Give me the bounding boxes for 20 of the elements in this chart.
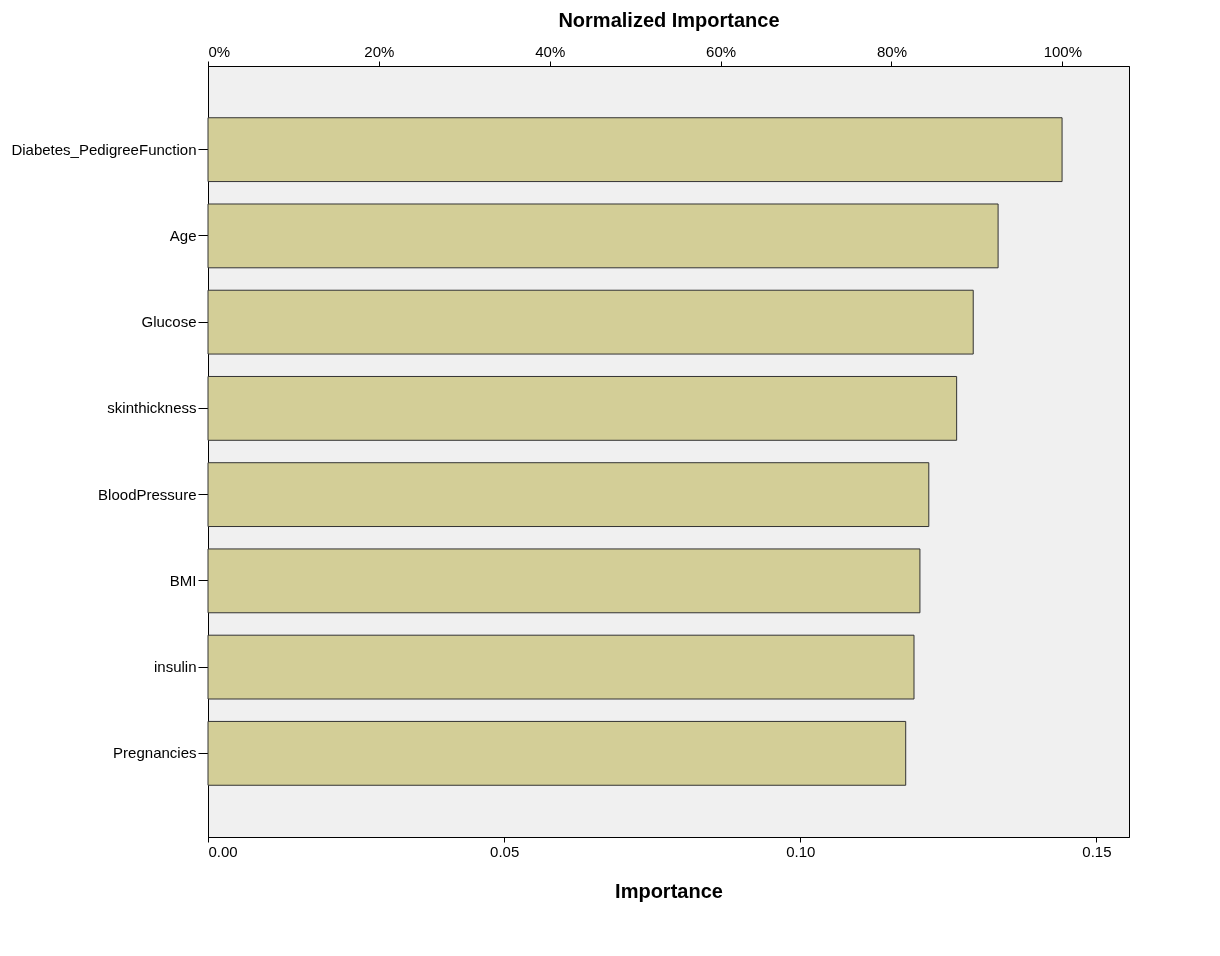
y-tick-label: Pregnancies <box>113 744 197 762</box>
y-tick-label: skinthickness <box>107 399 197 417</box>
x-tick-label: 0.05 <box>490 842 520 860</box>
x2-axis-title: Normalized Importance <box>558 8 780 31</box>
y-tick-label: Age <box>169 226 197 244</box>
y-tick-label: BMI <box>169 571 197 589</box>
x2-tick-label: 20% <box>364 42 395 60</box>
x2-tick-label: 80% <box>876 42 907 60</box>
x2-tick-label: 60% <box>706 42 737 60</box>
x-tick-label: 0.10 <box>786 842 816 860</box>
x2-tick-label: 100% <box>1043 42 1083 60</box>
x2-tick-label: 40% <box>535 42 566 60</box>
y-tick-label: Diabetes_PedigreeFunction <box>11 140 197 158</box>
x-tick-label: 0.00 <box>208 842 238 860</box>
x-tick-label: 0.15 <box>1082 842 1112 860</box>
y-tick-label: insulin <box>153 658 197 676</box>
y-tick-label: BloodPressure <box>98 485 197 503</box>
x2-tick-label: 0% <box>208 42 231 60</box>
y-tick-label: Glucose <box>141 313 197 331</box>
x-axis-title: Importance <box>615 879 723 902</box>
